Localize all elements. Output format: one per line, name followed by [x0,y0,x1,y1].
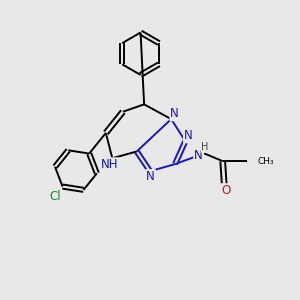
Text: H: H [201,142,209,152]
Text: Cl: Cl [49,190,61,203]
Text: N: N [194,149,203,162]
Text: N: N [146,170,155,183]
Text: O: O [221,184,230,197]
Text: N: N [184,129,193,142]
Text: N: N [170,107,179,120]
Text: NH: NH [100,158,118,171]
Text: CH₃: CH₃ [257,157,274,166]
